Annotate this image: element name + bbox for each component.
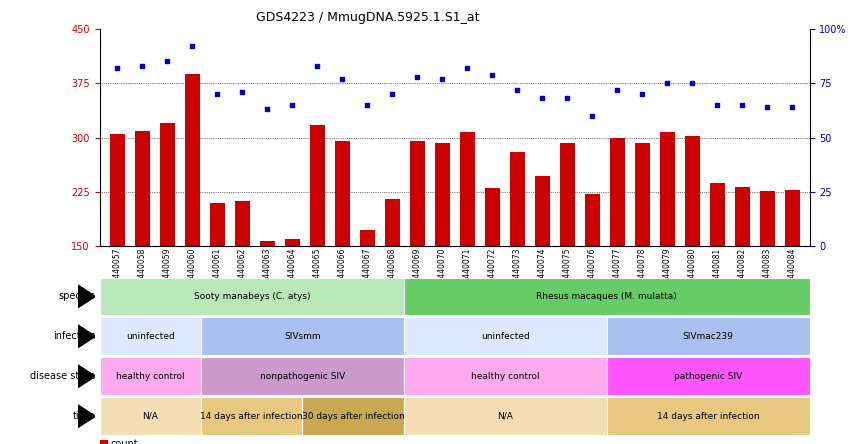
Point [236, 88, 249, 95]
Bar [534, 176, 550, 246]
Text: N/A: N/A [497, 412, 514, 421]
Bar [785, 190, 799, 246]
Bar [310, 125, 325, 246]
Bar [285, 239, 300, 246]
Point [335, 75, 349, 83]
Bar [734, 187, 750, 246]
Point [710, 101, 724, 108]
Text: Rhesus macaques (M. mulatta): Rhesus macaques (M. mulatta) [536, 292, 677, 301]
Text: uninfected: uninfected [481, 332, 530, 341]
Bar [607, 317, 810, 355]
Text: disease state: disease state [30, 371, 95, 381]
Bar [134, 131, 150, 246]
Point [110, 64, 124, 71]
Bar [201, 317, 404, 355]
Bar [559, 143, 575, 246]
Point [585, 112, 599, 119]
Text: uninfected: uninfected [126, 332, 175, 341]
Text: count: count [111, 439, 138, 444]
Text: healthy control: healthy control [471, 372, 540, 381]
Point [360, 101, 374, 108]
Text: GDS4223 / MmugDNA.5925.1.S1_at: GDS4223 / MmugDNA.5925.1.S1_at [256, 12, 480, 24]
Bar [235, 201, 249, 246]
Bar [485, 188, 500, 246]
Text: SIVsmm: SIVsmm [284, 332, 320, 341]
Point [560, 95, 574, 102]
Bar [334, 141, 350, 246]
Point [185, 43, 199, 50]
Bar [100, 278, 404, 315]
Polygon shape [78, 365, 95, 388]
Point [611, 86, 624, 93]
Point [410, 73, 424, 80]
Bar [685, 136, 700, 246]
Text: species: species [59, 291, 95, 301]
Point [510, 86, 524, 93]
Bar [710, 183, 725, 246]
Text: healthy control: healthy control [116, 372, 184, 381]
Point [436, 75, 449, 83]
Point [685, 79, 699, 87]
Point [485, 71, 499, 78]
Text: 14 days after infection: 14 days after infection [200, 412, 303, 421]
Bar [435, 143, 449, 246]
Polygon shape [78, 405, 95, 428]
Bar [585, 194, 599, 246]
Point [760, 103, 774, 111]
Text: 30 days after infection: 30 days after infection [302, 412, 404, 421]
Text: nonpathogenic SIV: nonpathogenic SIV [260, 372, 346, 381]
Point [460, 64, 474, 71]
Bar [607, 357, 810, 395]
Bar [759, 190, 775, 246]
Text: Sooty manabeys (C. atys): Sooty manabeys (C. atys) [193, 292, 310, 301]
Text: N/A: N/A [142, 412, 158, 421]
Bar [385, 199, 399, 246]
Bar [635, 143, 650, 246]
Point [735, 101, 749, 108]
Bar [100, 439, 107, 444]
Point [135, 62, 149, 69]
Bar [359, 230, 375, 246]
Bar [110, 134, 125, 246]
Bar [404, 397, 607, 435]
Bar [100, 317, 201, 355]
Bar [302, 397, 404, 435]
Text: time: time [73, 411, 95, 421]
Bar [210, 203, 224, 246]
Point [535, 95, 549, 102]
Point [636, 91, 650, 98]
Bar [607, 397, 810, 435]
Bar [201, 397, 302, 435]
Bar [404, 317, 607, 355]
Bar [100, 357, 201, 395]
Point [160, 58, 174, 65]
Point [260, 106, 274, 113]
Point [310, 62, 324, 69]
Polygon shape [78, 325, 95, 348]
Bar [610, 138, 624, 246]
Bar [460, 132, 475, 246]
Bar [404, 278, 810, 315]
Text: infection: infection [53, 331, 95, 341]
Bar [201, 357, 404, 395]
Point [285, 101, 299, 108]
Bar [260, 242, 275, 246]
Bar [404, 357, 607, 395]
Bar [410, 141, 424, 246]
Bar [510, 152, 525, 246]
Text: SIVmac239: SIVmac239 [682, 332, 734, 341]
Bar [100, 397, 201, 435]
Point [210, 91, 224, 98]
Bar [184, 74, 199, 246]
Bar [660, 132, 675, 246]
Point [660, 79, 674, 87]
Text: 14 days after infection: 14 days after infection [657, 412, 759, 421]
Bar [159, 123, 175, 246]
Text: pathogenic SIV: pathogenic SIV [674, 372, 742, 381]
Point [385, 91, 399, 98]
Polygon shape [78, 285, 95, 308]
Point [785, 103, 799, 111]
